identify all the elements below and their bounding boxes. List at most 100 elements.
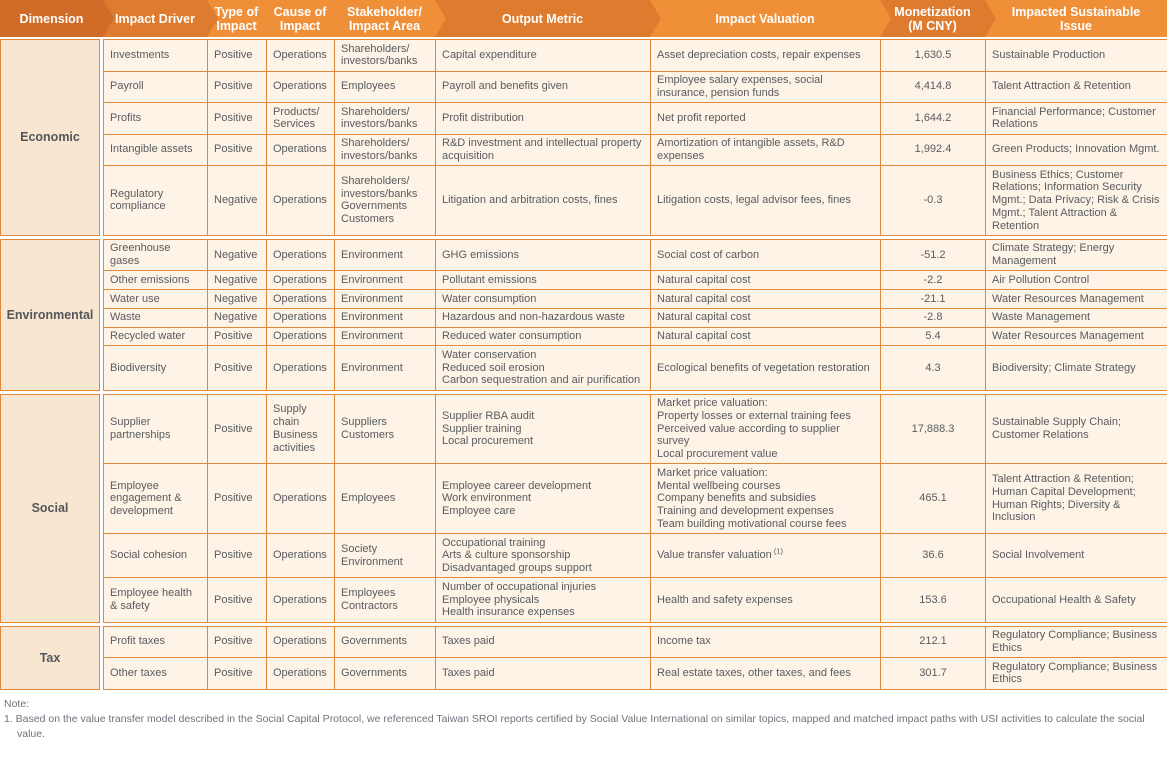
section-rows-table: Profit taxes Positive Operations Government… bbox=[103, 625, 1167, 690]
cell-monetization: -51.2 bbox=[880, 238, 986, 272]
cell-driver: Greenhouse gases bbox=[103, 238, 208, 272]
table-row: Water use Negative Operations Environment Wa… bbox=[103, 289, 1167, 309]
cell-valuation: Net profit reported bbox=[650, 102, 881, 135]
cell-valuation: Natural capital cost bbox=[650, 326, 881, 347]
cell-driver: Intangible assets bbox=[103, 133, 208, 166]
footnote: Note: 1. Based on the value transfer mod… bbox=[0, 697, 1167, 743]
cell-driver: Recycled water bbox=[103, 326, 208, 347]
cell-issue: Financial Performance; Customer Relation… bbox=[985, 102, 1167, 135]
cell-stakeholder: Environment bbox=[334, 238, 436, 272]
cell-output: R&D investment and intellectual property… bbox=[435, 133, 651, 166]
section-economic: Economic Investments Positive Operations Sha… bbox=[0, 39, 1167, 236]
cell-output: Water conservation Reduced soil erosion … bbox=[435, 345, 651, 391]
cell-cause: Operations bbox=[266, 625, 335, 658]
cell-type: Positive bbox=[207, 577, 267, 623]
cell-cause: Operations bbox=[266, 307, 335, 328]
dimension-label: Environmental bbox=[0, 238, 100, 391]
cell-monetization: -21.1 bbox=[880, 289, 986, 309]
cell-stakeholder: Suppliers Customers bbox=[334, 393, 436, 465]
cell-stakeholder: Environment bbox=[334, 270, 436, 290]
cell-type: Positive bbox=[207, 326, 267, 347]
column-header-dimension: Dimension bbox=[0, 0, 103, 37]
cell-valuation: Health and safety expenses bbox=[650, 577, 881, 623]
table-row: Other taxes Positive Operations Governments… bbox=[103, 657, 1167, 690]
footnote-item: 1. Based on the value transfer model des… bbox=[4, 712, 1145, 740]
cell-issue: Regulatory Compliance; Business Ethics bbox=[985, 657, 1167, 690]
cell-type: Negative bbox=[207, 289, 267, 309]
cell-cause: Products/ Services bbox=[266, 102, 335, 135]
cell-monetization: 153.6 bbox=[880, 577, 986, 623]
cell-issue: Climate Strategy; Energy Management bbox=[985, 238, 1167, 272]
cell-driver: Payroll bbox=[103, 70, 208, 103]
cell-cause: Operations bbox=[266, 463, 335, 534]
cell-output: Employee career development Work environ… bbox=[435, 463, 651, 534]
cell-monetization: 4.3 bbox=[880, 345, 986, 391]
cell-monetization: 212.1 bbox=[880, 625, 986, 658]
cell-output: Number of occupational injuries Employee… bbox=[435, 577, 651, 623]
cell-monetization: -2.2 bbox=[880, 270, 986, 290]
cell-output: Occupational training Arts & culture spo… bbox=[435, 532, 651, 579]
table-row: Profit taxes Positive Operations Government… bbox=[103, 625, 1167, 658]
cell-type: Positive bbox=[207, 102, 267, 135]
cell-cause: Operations bbox=[266, 532, 335, 579]
cell-cause: Operations bbox=[266, 657, 335, 690]
cell-valuation: Value transfer valuation (1) bbox=[650, 532, 881, 579]
table-row: Payroll Positive Operations Employees Payrol… bbox=[103, 70, 1167, 103]
section-rows-table: Supplier partnerships Positive Supply chai… bbox=[103, 393, 1167, 623]
cell-type: Positive bbox=[207, 657, 267, 690]
table-row: Regulatory compliance Negative Operations S… bbox=[103, 165, 1167, 236]
cell-issue: Sustainable Supply Chain; Customer Relat… bbox=[985, 393, 1167, 465]
cell-issue: Talent Attraction & Retention; Human Cap… bbox=[985, 463, 1167, 534]
cell-valuation: Asset depreciation costs, repair expense… bbox=[650, 39, 881, 72]
cell-driver: Employee engagement & development bbox=[103, 463, 208, 534]
cell-type: Positive bbox=[207, 39, 267, 72]
cell-valuation: Market price valuation: Mental wellbeing… bbox=[650, 463, 881, 534]
section-tax: Tax Profit taxes Positive Operations Governm… bbox=[0, 625, 1167, 690]
cell-type: Positive bbox=[207, 625, 267, 658]
cell-type: Negative bbox=[207, 270, 267, 290]
cell-output: Reduced water consumption bbox=[435, 326, 651, 347]
cell-valuation: Natural capital cost bbox=[650, 270, 881, 290]
cell-valuation: Ecological benefits of vegetation restor… bbox=[650, 345, 881, 391]
cell-stakeholder: Environment bbox=[334, 326, 436, 347]
cell-valuation: Natural capital cost bbox=[650, 307, 881, 328]
cell-stakeholder: Employees bbox=[334, 463, 436, 534]
cell-valuation: Income tax bbox=[650, 625, 881, 658]
cell-stakeholder: Society Environment bbox=[334, 532, 436, 579]
cell-cause: Operations bbox=[266, 326, 335, 347]
column-header-cause-of-impact: Cause of Impact bbox=[266, 0, 334, 37]
cell-stakeholder: Governments bbox=[334, 625, 436, 658]
cell-monetization: 301.7 bbox=[880, 657, 986, 690]
column-header-impacted-sustainable-issue: Impacted Sustainable Issue bbox=[985, 0, 1167, 37]
table-row: Employee engagement & development Positiv… bbox=[103, 463, 1167, 534]
cell-output: GHG emissions bbox=[435, 238, 651, 272]
cell-type: Negative bbox=[207, 238, 267, 272]
cell-stakeholder: Shareholders/ investors/banks Government… bbox=[334, 165, 436, 236]
impact-valuation-table: Economic Investments Positive Operations Sha… bbox=[0, 39, 1167, 690]
cell-monetization: 36.6 bbox=[880, 532, 986, 579]
cell-valuation: Amortization of intangible assets, R&D e… bbox=[650, 133, 881, 166]
cell-stakeholder: Governments bbox=[334, 657, 436, 690]
cell-cause: Operations bbox=[266, 577, 335, 623]
cell-driver: Supplier partnerships bbox=[103, 393, 208, 465]
cell-cause: Operations bbox=[266, 289, 335, 309]
cell-output: Taxes paid bbox=[435, 625, 651, 658]
cell-issue: Green Products; Innovation Mgmt. bbox=[985, 133, 1167, 166]
cell-driver: Biodiversity bbox=[103, 345, 208, 391]
cell-monetization: 4,414.8 bbox=[880, 70, 986, 103]
section-rows-table: Greenhouse gases Negative Operations Enviro… bbox=[103, 238, 1167, 391]
cell-driver: Profits bbox=[103, 102, 208, 135]
cell-issue: Air Pollution Control bbox=[985, 270, 1167, 290]
cell-output: Pollutant emissions bbox=[435, 270, 651, 290]
cell-issue: Biodiversity; Climate Strategy bbox=[985, 345, 1167, 391]
cell-driver: Social cohesion bbox=[103, 532, 208, 579]
dimension-label: Economic bbox=[0, 39, 100, 236]
cell-output: Taxes paid bbox=[435, 657, 651, 690]
cell-type: Positive bbox=[207, 463, 267, 534]
cell-valuation: Litigation costs, legal advisor fees, fi… bbox=[650, 165, 881, 236]
cell-driver: Other taxes bbox=[103, 657, 208, 690]
table-row: Social cohesion Positive Operations Society… bbox=[103, 532, 1167, 579]
cell-type: Negative bbox=[207, 165, 267, 236]
cell-cause: Operations bbox=[266, 270, 335, 290]
footnote-label: Note: bbox=[4, 697, 30, 710]
